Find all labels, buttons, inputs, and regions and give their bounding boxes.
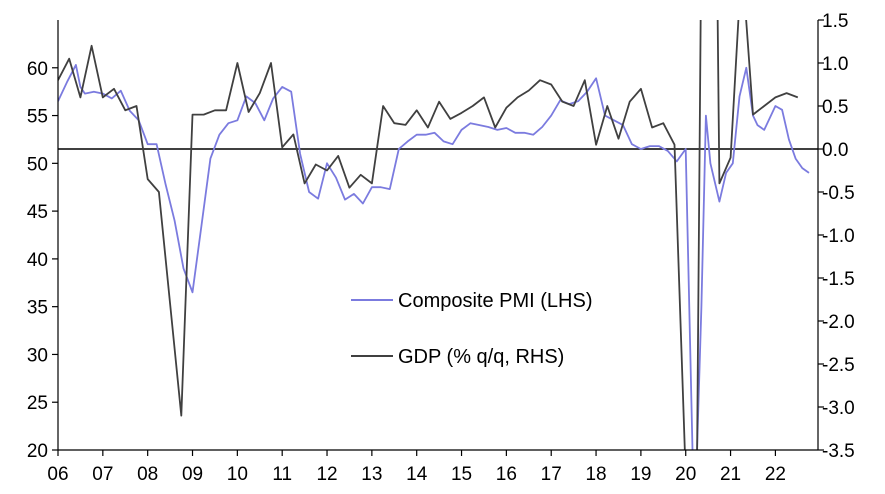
x-tick-label: 10 [227,464,248,485]
right-tick-label: 0.0 [822,140,848,161]
right-tick-label: 0.5 [822,97,848,118]
legend-label-pmi: Composite PMI (LHS) [398,290,593,312]
right-tick-label: -1.5 [822,269,855,290]
left-tick-label: 55 [27,107,48,128]
legend: Composite PMI (LHS) GDP (% q/q, RHS) [351,290,593,368]
legend-label-gdp: GDP (% q/q, RHS) [398,346,564,368]
right-axis-ticks: -3.5 -3.0 -2.5 -2.0 -1.5 -1.0 -0.5 0.0 0.5 1.0 1.5 [818,11,855,462]
left-tick-label: 35 [27,298,48,319]
left-tick-label: 30 [27,345,48,366]
left-tick-label: 40 [27,250,48,271]
right-tick-label: -0.5 [822,183,855,204]
x-tick-label: 16 [496,464,517,485]
right-tick-label: -2.5 [822,355,855,376]
x-tick-label: 11 [272,464,292,485]
x-tick-label: 13 [361,464,382,485]
x-tick-label: 18 [585,464,606,485]
right-tick-label: 1.5 [822,11,848,32]
x-tick-label: 21 [720,464,741,485]
x-tick-label: 12 [316,464,337,485]
series-line-composite-pmi [58,64,810,450]
x-tick-label: 15 [451,464,472,485]
left-axis-ticks: 20 25 30 35 40 45 50 55 60 [27,59,58,462]
x-tick-label: 19 [630,464,651,485]
x-tick-label: 14 [406,464,428,485]
left-tick-label: 20 [27,441,48,462]
left-tick-label: 50 [27,154,48,175]
x-axis-ticks: 06 07 08 09 10 11 12 13 14 15 16 17 18 19 20 21 22 [47,450,786,485]
right-tick-label: -3.5 [822,441,855,462]
series-line-gdp [58,20,799,450]
right-tick-label: -1.0 [822,226,855,247]
x-tick-label: 22 [765,464,786,485]
right-tick-label: 1.0 [822,54,848,75]
left-tick-label: 60 [27,59,48,80]
x-tick-label: 06 [47,464,68,485]
left-tick-label: 25 [27,393,48,414]
x-tick-label: 09 [182,464,203,485]
x-tick-label: 20 [675,464,696,485]
x-tick-label: 07 [92,464,113,485]
x-tick-label: 08 [137,464,158,485]
x-tick-label: 17 [541,464,562,485]
right-tick-label: -3.0 [822,398,855,419]
left-tick-label: 45 [27,202,48,223]
right-tick-label: -2.0 [822,312,855,333]
